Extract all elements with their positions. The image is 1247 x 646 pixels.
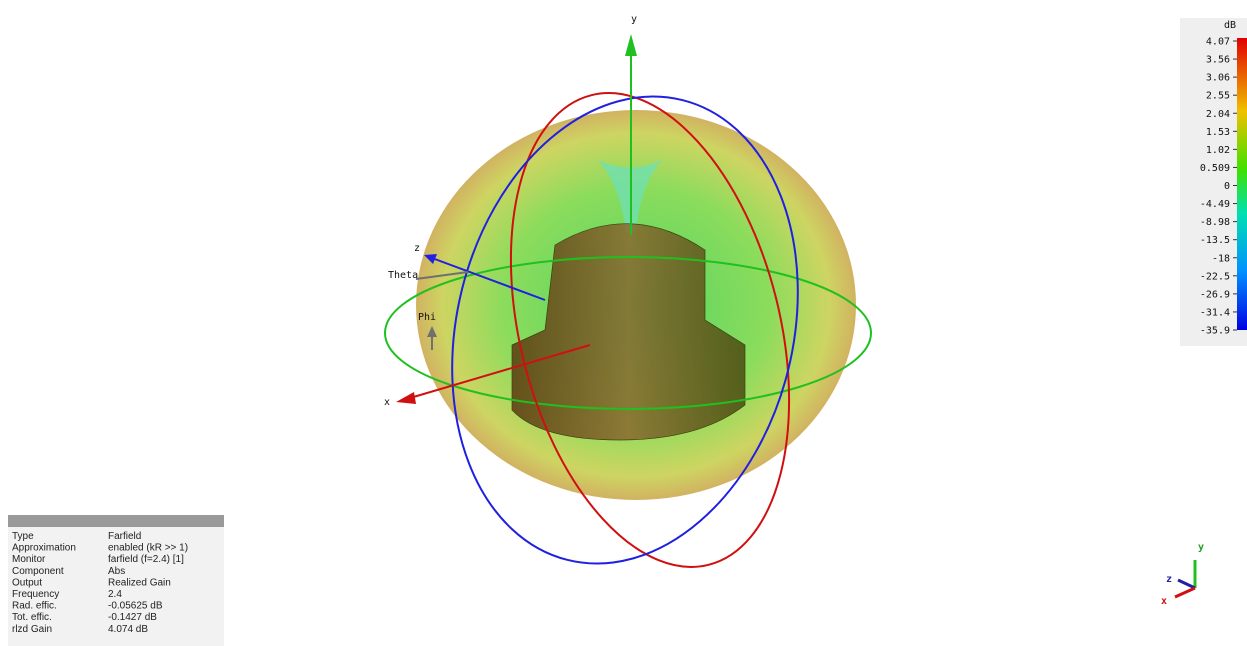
colorbar-label: 0.509 <box>1200 163 1230 174</box>
info-value: enabled (kR >> 1) <box>108 543 188 554</box>
colorbar-label: -22.5 <box>1200 271 1230 282</box>
colorbar-label: -18 <box>1212 253 1230 264</box>
phi-ring <box>384 256 872 410</box>
axis-label: x <box>384 397 390 408</box>
info-value: 4.074 dB <box>108 624 148 635</box>
colorbar-label: -31.4 <box>1200 307 1230 318</box>
info-value: 2.4 <box>108 589 122 600</box>
theta-ring-blue <box>451 95 799 565</box>
x-arrowhead <box>396 392 416 404</box>
axis-label: z <box>414 243 420 254</box>
colorbar-label: 1.02 <box>1206 145 1230 156</box>
colorbar-label: -35.9 <box>1200 326 1230 337</box>
info-key: Type <box>12 531 34 542</box>
x-axis <box>409 344 591 399</box>
info-value: Realized Gain <box>108 577 171 588</box>
theta-ring-red <box>509 92 791 568</box>
info-header <box>8 515 224 527</box>
colorbar-label: -13.5 <box>1200 235 1230 246</box>
info-key: Frequency <box>12 589 59 600</box>
pattern <box>384 92 872 568</box>
axis-label: Theta <box>388 270 418 281</box>
y-arrowhead <box>625 34 637 56</box>
phi-arrowhead <box>427 326 437 337</box>
info-key: Rad. effic. <box>12 601 57 612</box>
mini-z <box>1177 578 1196 590</box>
mini-axis-label: y <box>1198 542 1204 553</box>
colorbar-label: 2.55 <box>1206 91 1230 102</box>
antenna-mesh <box>511 223 746 441</box>
info-value: -0.05625 dB <box>108 601 163 612</box>
info-key: Approximation <box>12 543 76 554</box>
colorbar-scale <box>1237 38 1247 330</box>
axis-label: y <box>631 14 637 25</box>
colorbar-label: 0 <box>1224 181 1230 192</box>
mini-x <box>1174 586 1196 599</box>
info-key: Component <box>12 566 64 577</box>
colorbar-label: 3.56 <box>1206 55 1230 66</box>
info-key: Tot. effic. <box>12 612 52 623</box>
z-axis <box>431 257 546 301</box>
colorbar: dB 4.07 3.56 3.06 2.55 2.04 1.53 1.02 0.509 0 -4.… <box>1180 18 1247 346</box>
mini-axis-label: z <box>1166 574 1172 585</box>
colorbar-label: -4.49 <box>1200 199 1230 210</box>
colorbar-label: 2.04 <box>1206 109 1230 120</box>
colorbar-label: -8.98 <box>1200 217 1230 228</box>
colorbar-unit: dB <box>1224 20 1236 31</box>
mini-axes: y z x <box>1161 542 1204 607</box>
info-panel <box>8 515 224 646</box>
colorbar-panel <box>1180 18 1247 346</box>
info-value: -0.1427 dB <box>108 612 157 623</box>
colorbar-label: 3.06 <box>1206 73 1230 84</box>
colorbar-label: 4.07 <box>1206 37 1230 48</box>
axes: y x z Theta Phi <box>384 14 637 408</box>
info-value: farfield (f=2.4) [1] <box>108 554 184 565</box>
theta-axis <box>415 271 469 280</box>
info-value: Abs <box>108 566 125 577</box>
axis-label: Phi <box>418 312 436 323</box>
info-key: Output <box>12 577 42 588</box>
info-value: Farfield <box>108 531 141 542</box>
mini-axis-label: x <box>1161 596 1167 607</box>
z-arrowhead <box>424 254 437 264</box>
colorbar-label: -26.9 <box>1200 289 1230 300</box>
info-key: Monitor <box>12 554 46 565</box>
info-key: rlzd Gain <box>12 624 52 635</box>
colorbar-label: 1.53 <box>1206 127 1230 138</box>
info-table: Type Farfield Approximation enabled (kR >> … <box>8 515 224 646</box>
